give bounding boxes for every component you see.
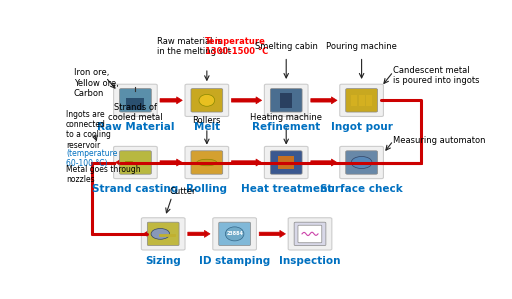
Text: Heat treatment: Heat treatment: [241, 184, 332, 194]
FancyBboxPatch shape: [119, 151, 152, 174]
Text: Melt: Melt: [194, 122, 220, 132]
Circle shape: [351, 156, 372, 169]
Text: Cutter: Cutter: [169, 187, 196, 196]
FancyBboxPatch shape: [352, 95, 357, 106]
FancyBboxPatch shape: [294, 222, 326, 245]
FancyBboxPatch shape: [366, 95, 372, 106]
Text: (temperature
60-100 °C): (temperature 60-100 °C): [66, 149, 117, 168]
Text: Surface check: Surface check: [320, 184, 403, 194]
FancyBboxPatch shape: [119, 89, 152, 112]
Text: Heating machine: Heating machine: [250, 113, 322, 122]
FancyBboxPatch shape: [346, 89, 377, 112]
Text: Strands of
cooled metal: Strands of cooled metal: [108, 103, 163, 122]
Text: Ingot pour: Ingot pour: [331, 122, 393, 132]
FancyBboxPatch shape: [147, 222, 179, 245]
Ellipse shape: [199, 94, 215, 106]
Text: Measuring automaton: Measuring automaton: [393, 136, 486, 145]
Text: Candescent metal
is poured into ingots: Candescent metal is poured into ingots: [393, 66, 480, 85]
FancyBboxPatch shape: [264, 147, 308, 179]
FancyBboxPatch shape: [114, 84, 157, 116]
FancyBboxPatch shape: [185, 84, 229, 116]
Text: Temperature
1300-1500 °C: Temperature 1300-1500 °C: [205, 37, 268, 57]
FancyBboxPatch shape: [340, 84, 383, 116]
Text: Strand casting: Strand casting: [92, 184, 179, 194]
Text: Rolling: Rolling: [186, 184, 227, 194]
Text: Rollers: Rollers: [193, 115, 221, 124]
Text: Smelting cabin: Smelting cabin: [255, 42, 317, 51]
FancyBboxPatch shape: [114, 147, 157, 179]
Ellipse shape: [197, 159, 217, 166]
Text: Pouring machine: Pouring machine: [326, 42, 397, 51]
FancyBboxPatch shape: [213, 218, 257, 250]
FancyBboxPatch shape: [126, 98, 144, 110]
FancyBboxPatch shape: [346, 151, 377, 174]
FancyBboxPatch shape: [141, 218, 185, 250]
FancyBboxPatch shape: [358, 95, 365, 106]
FancyBboxPatch shape: [185, 147, 229, 179]
FancyBboxPatch shape: [270, 151, 302, 174]
FancyBboxPatch shape: [280, 93, 292, 108]
FancyBboxPatch shape: [264, 84, 308, 116]
Text: Raw material is
in the melting slit: Raw material is in the melting slit: [157, 37, 231, 57]
FancyBboxPatch shape: [340, 147, 383, 179]
FancyBboxPatch shape: [298, 225, 322, 243]
FancyBboxPatch shape: [125, 161, 132, 164]
Text: Sizing: Sizing: [145, 256, 181, 266]
FancyBboxPatch shape: [288, 218, 332, 250]
FancyBboxPatch shape: [191, 89, 223, 112]
FancyBboxPatch shape: [278, 156, 294, 169]
FancyBboxPatch shape: [219, 222, 250, 245]
Text: Inspection: Inspection: [279, 256, 341, 266]
Text: Metal goes through
nozzles: Metal goes through nozzles: [66, 165, 141, 184]
Text: Ingots are
connected
to a cooling
reservoir: Ingots are connected to a cooling reserv…: [66, 109, 111, 150]
Text: Raw Material: Raw Material: [97, 122, 174, 132]
Ellipse shape: [225, 227, 244, 241]
Text: Iron ore,
Yellow ore,
Carbon: Iron ore, Yellow ore, Carbon: [74, 68, 119, 98]
Circle shape: [151, 228, 169, 239]
Text: 23884: 23884: [226, 231, 243, 237]
Text: Refinement: Refinement: [252, 122, 321, 132]
FancyBboxPatch shape: [270, 89, 302, 112]
FancyBboxPatch shape: [191, 151, 223, 174]
Text: ID stamping: ID stamping: [199, 256, 270, 266]
